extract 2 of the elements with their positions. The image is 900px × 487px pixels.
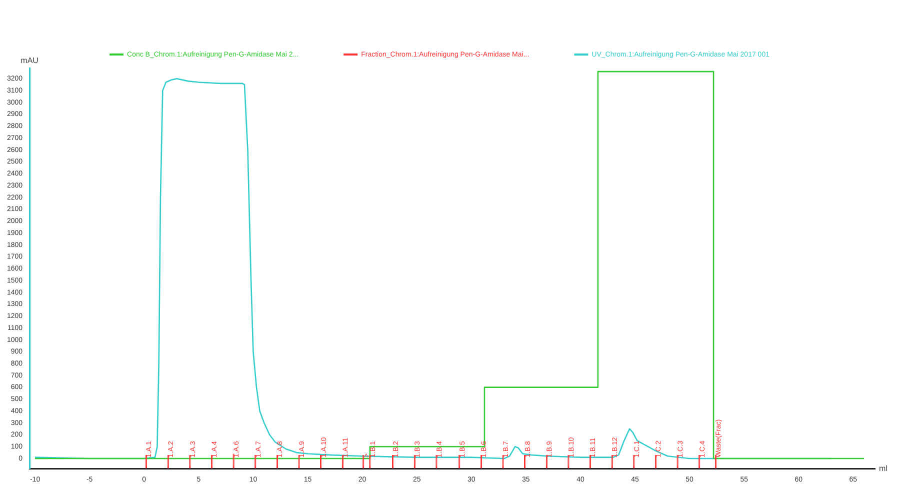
y-axis-title: mAU bbox=[20, 56, 39, 66]
x-axis-title: ml bbox=[879, 464, 888, 473]
